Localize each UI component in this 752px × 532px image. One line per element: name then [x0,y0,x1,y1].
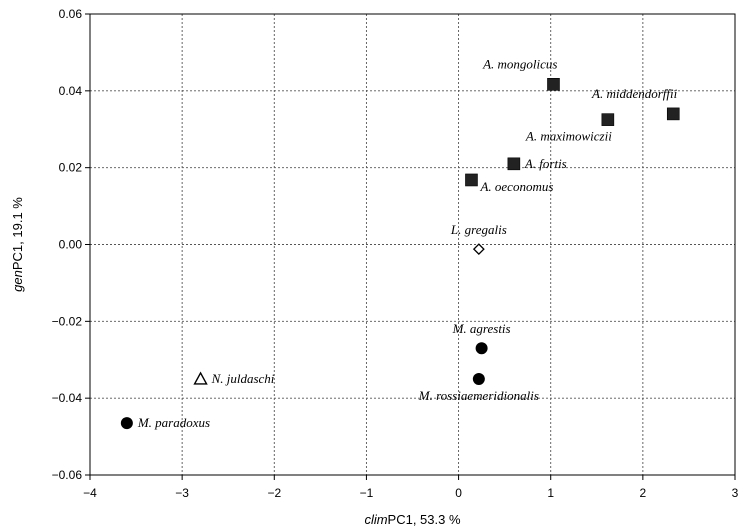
point-a-mongolicus [547,78,560,91]
x-tick-label: −4 [83,486,97,500]
point-l-gregalis [472,243,485,256]
x-tick-label: 0 [455,486,462,500]
point-m-paradoxus [120,417,133,430]
label-a-oeconomus: A. oeconomus [479,179,553,194]
y-axis-label-rest: PC1, 19.1 % [10,197,25,270]
x-axis-label-rest: PC1, 53.3 % [388,512,461,527]
data-points [120,78,680,430]
y-tick-label: −0.02 [52,314,83,328]
point-labels: A. mongolicus A. middendorffii A. maximowi… [137,56,678,430]
grid-lines [90,14,735,475]
label-a-maximowiczii: A. maximowiczii [525,129,612,144]
point-m-rossiaemeridionalis [472,372,485,385]
point-a-fortis [507,157,521,171]
x-tick-label: −2 [267,486,281,500]
y-tick-label: −0.06 [52,468,83,482]
label-a-middendorffii: A. middendorffii [591,86,678,101]
point-m-agrestis [475,342,488,355]
point-n-juldaschi [193,371,208,385]
label-l-gregalis: L. gregalis [450,222,507,237]
x-tick-label: 3 [732,486,739,500]
point-a-maximowiczii [601,113,615,126]
label-m-paradoxus: M. paradoxus [137,415,210,430]
y-tick-label: 0.02 [59,161,83,175]
x-axis-label-italic: clim [364,512,387,527]
label-m-agrestis: M. agrestis [452,321,511,336]
y-axis-label: genPC1, 19.1 % [10,197,25,292]
axis-ticks: −4 −3 −2 −1 0 1 2 3 0.06 0.04 0.02 0.00 −0.02 −0.04 −0… [52,7,739,500]
x-tick-label: 1 [547,486,554,500]
x-tick-label: −3 [175,486,189,500]
y-tick-label: 0.06 [59,7,83,21]
x-axis-label: climPC1, 53.3 % [364,512,461,527]
point-a-middendorffii [666,107,680,121]
label-a-fortis: A. fortis [524,156,567,171]
label-n-juldaschi: N. juldaschi [211,371,275,386]
point-a-oeconomus [465,173,478,187]
y-axis-label-italic: gen [10,270,25,292]
y-tick-label: 0.00 [59,238,83,252]
label-a-mongolicus: A. mongolicus [482,56,557,71]
x-tick-label: −1 [360,486,374,500]
label-m-rossiaemeridionalis: M. rossiaemeridionalis [418,388,539,403]
y-tick-label: 0.04 [59,84,83,98]
y-tick-label: −0.04 [52,391,83,405]
x-tick-label: 2 [640,486,647,500]
